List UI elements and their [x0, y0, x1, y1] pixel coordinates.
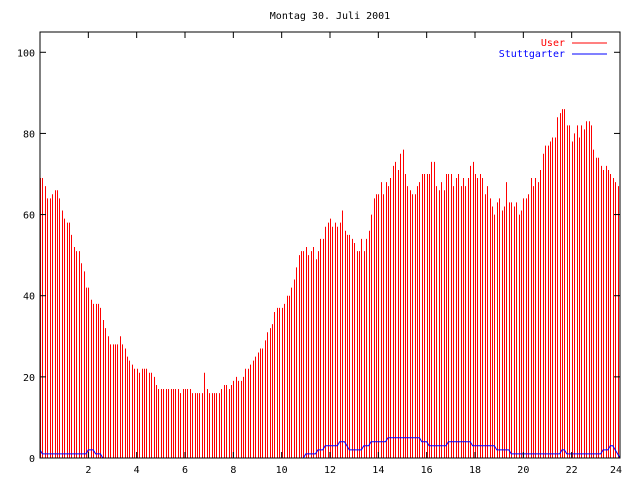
y-tick-label-100: 100 — [17, 48, 35, 59]
y-tick-label-20: 20 — [23, 373, 35, 384]
x-tick-label-16: 16 — [421, 465, 433, 476]
x-tick-label-6: 6 — [182, 465, 188, 476]
x-tick-label-12: 12 — [324, 465, 336, 476]
x-tick-label-24: 24 — [610, 465, 622, 476]
y-tick-label-80: 80 — [23, 129, 35, 140]
legend-label-user: User — [541, 38, 565, 49]
y-tick-label-60: 60 — [23, 211, 35, 222]
x-tick-label-20: 20 — [517, 465, 529, 476]
x-tick-label-2: 2 — [85, 465, 91, 476]
x-tick-label-14: 14 — [372, 465, 384, 476]
x-tick-label-22: 22 — [566, 465, 578, 476]
y-tick-label-40: 40 — [23, 292, 35, 303]
y-tick-label-0: 0 — [29, 454, 35, 465]
x-tick-label-4: 4 — [134, 465, 140, 476]
x-tick-label-18: 18 — [469, 465, 481, 476]
user-bars — [40, 109, 619, 458]
x-tick-label-8: 8 — [230, 465, 236, 476]
x-tick-label-10: 10 — [276, 465, 288, 476]
legend-label-stuttgarter: Stuttgarter — [499, 49, 565, 60]
chart-title: Montag 30. Juli 2001 — [270, 11, 390, 22]
legend: User Stuttgarter — [499, 38, 607, 60]
